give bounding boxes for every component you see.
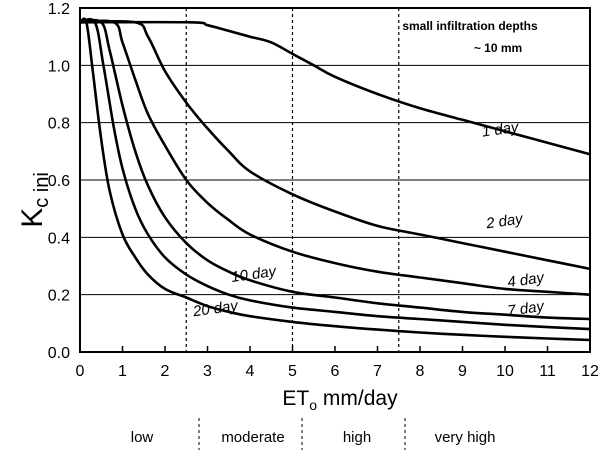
climate-moderate: moderate bbox=[221, 429, 284, 446]
x-axis-ticks: 0 1 2 3 4 5 6 7 8 9 10 11 12 bbox=[76, 346, 599, 380]
curve-10-day bbox=[79, 17, 591, 331]
x-tick-label: 11 bbox=[539, 363, 556, 380]
y-axis-label-main: K bbox=[16, 208, 49, 228]
curve-1-day bbox=[79, 20, 591, 156]
climate-high: high bbox=[343, 429, 371, 446]
x-tick-label: 3 bbox=[203, 363, 212, 380]
curve-7-day bbox=[79, 18, 591, 321]
y-axis-label-sub: c ini bbox=[31, 172, 53, 208]
climate-low: low bbox=[131, 429, 154, 446]
y-tick-label: 0.4 bbox=[48, 230, 70, 247]
curve-4-day bbox=[79, 19, 591, 296]
curve-label-2-day: 2 day bbox=[484, 210, 525, 232]
svg-text:Kc ini: Kc ini bbox=[16, 172, 53, 228]
x-tick-label: 8 bbox=[416, 363, 425, 380]
x-axis-label-main: ET bbox=[282, 387, 309, 410]
annotation-line-1: small infiltration depths bbox=[402, 19, 538, 33]
x-tick-label: 5 bbox=[288, 363, 297, 380]
curve-label-4-day: 4 day bbox=[506, 269, 546, 291]
climate-very-high: very high bbox=[435, 429, 496, 446]
x-tick-label: 9 bbox=[458, 363, 467, 380]
x-tick-label: 0 bbox=[76, 363, 85, 380]
x-tick-label: 1 bbox=[118, 363, 127, 380]
curve-2-day bbox=[79, 19, 591, 271]
curve-labels: 1 day 2 day 4 day 7 day 10 day 20 day bbox=[191, 118, 547, 320]
curve-label-10-day: 10 day bbox=[230, 263, 278, 286]
y-tick-label: 0.6 bbox=[48, 173, 70, 190]
y-tick-label: 0.2 bbox=[48, 288, 70, 305]
x-axis-label-sub: o bbox=[309, 397, 317, 413]
x-tick-label: 6 bbox=[331, 363, 340, 380]
y-axis-ticks: 0.0 0.2 0.4 0.6 0.8 1.0 1.2 bbox=[48, 1, 70, 362]
climate-classes: low moderate high very high bbox=[131, 418, 496, 450]
curve-label-1-day: 1 day bbox=[481, 118, 521, 140]
y-axis-label: Kc ini bbox=[16, 172, 53, 228]
curves bbox=[79, 17, 591, 342]
x-tick-label: 7 bbox=[373, 363, 382, 380]
x-tick-label: 10 bbox=[496, 363, 514, 380]
annotation-line-2: ~ 10 mm bbox=[474, 41, 522, 55]
x-axis-label-rest: mm/day bbox=[317, 387, 398, 410]
x-tick-label: 12 bbox=[581, 363, 599, 380]
x-tick-label: 4 bbox=[246, 363, 255, 380]
curve-20-day bbox=[79, 17, 591, 342]
x-axis-label: ETo mm/day bbox=[282, 387, 398, 413]
y-tick-label: 1.2 bbox=[48, 1, 70, 18]
y-tick-label: 0.0 bbox=[48, 345, 70, 362]
curve-label-7-day: 7 day bbox=[506, 298, 546, 320]
y-tick-label: 1.0 bbox=[48, 58, 70, 75]
curve-label-20-day: 20 day bbox=[191, 297, 240, 320]
gridlines bbox=[80, 64, 590, 296]
x-tick-label: 2 bbox=[161, 363, 170, 380]
y-tick-label: 0.8 bbox=[48, 116, 70, 133]
